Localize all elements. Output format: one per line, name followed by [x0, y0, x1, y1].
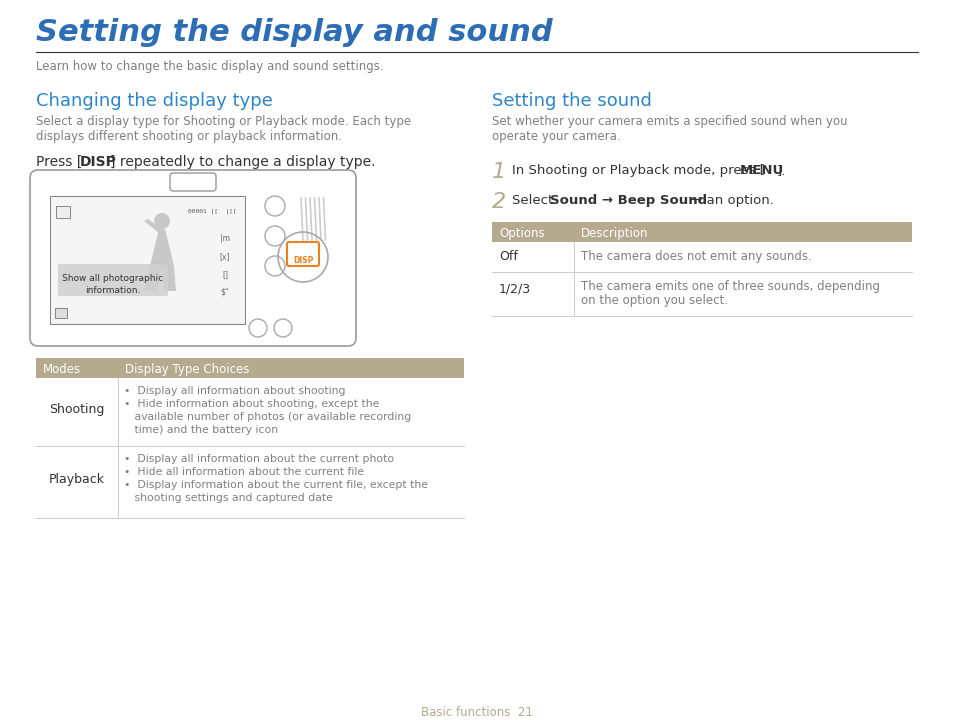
Text: Modes: Modes — [43, 363, 81, 376]
Text: MENU: MENU — [740, 164, 783, 177]
Text: Changing the display type: Changing the display type — [36, 92, 273, 110]
FancyBboxPatch shape — [170, 173, 215, 191]
Bar — [492, 242, 911, 272]
Text: Display Type Choices: Display Type Choices — [125, 363, 249, 376]
Text: •  Display information about the current file, except the: • Display information about the current … — [124, 480, 428, 490]
Text: The camera emits one of three sounds, depending: The camera emits one of three sounds, de… — [580, 280, 879, 293]
Text: The camera does not emit any sounds.: The camera does not emit any sounds. — [580, 250, 811, 263]
Text: •  Display all information about shooting: • Display all information about shooting — [124, 386, 345, 396]
Bar — [36, 446, 463, 518]
Text: information.: information. — [85, 286, 140, 295]
Text: Sound → Beep Sound: Sound → Beep Sound — [550, 194, 706, 207]
FancyBboxPatch shape — [287, 242, 318, 266]
Text: Shooting: Shooting — [50, 403, 105, 416]
Text: 1/2/3: 1/2/3 — [498, 282, 531, 295]
FancyBboxPatch shape — [30, 170, 355, 346]
Text: shooting settings and captured date: shooting settings and captured date — [124, 493, 333, 503]
Text: Off: Off — [498, 250, 517, 263]
Text: Learn how to change the basic display and sound settings.: Learn how to change the basic display an… — [36, 60, 383, 73]
Text: |m: |m — [220, 234, 230, 243]
Polygon shape — [162, 266, 175, 291]
Text: 00001 |[  |[[: 00001 |[ |[[ — [188, 209, 236, 215]
Text: ].: ]. — [776, 164, 785, 177]
Text: •  Hide information about shooting, except the: • Hide information about shooting, excep… — [124, 399, 379, 409]
Polygon shape — [144, 219, 163, 233]
Polygon shape — [150, 229, 173, 266]
Text: Basic functions  21: Basic functions 21 — [420, 706, 533, 719]
Text: Press [: Press [ — [36, 155, 82, 169]
Text: 1: 1 — [492, 162, 506, 182]
Text: Description: Description — [580, 227, 648, 240]
Bar — [492, 222, 911, 242]
Bar — [50, 196, 245, 324]
Text: •  Hide all information about the current file: • Hide all information about the current… — [124, 467, 364, 477]
Text: [x]: [x] — [219, 252, 230, 261]
Bar — [55, 308, 67, 318]
Text: Setting the display and sound: Setting the display and sound — [36, 18, 552, 47]
Text: 2: 2 — [492, 192, 506, 212]
Text: time) and the battery icon: time) and the battery icon — [124, 425, 278, 435]
Text: Playback: Playback — [49, 474, 105, 487]
Text: $": $" — [220, 288, 229, 297]
Text: Options: Options — [498, 227, 544, 240]
Text: operate your camera.: operate your camera. — [492, 130, 620, 143]
Text: → an option.: → an option. — [686, 194, 773, 207]
Text: Setting the sound: Setting the sound — [492, 92, 651, 110]
Text: Select: Select — [512, 194, 557, 207]
Bar — [36, 378, 463, 446]
Bar — [58, 264, 168, 296]
Bar — [56, 206, 70, 218]
Text: Set whether your camera emits a specified sound when you: Set whether your camera emits a specifie… — [492, 115, 846, 128]
Text: ] repeatedly to change a display type.: ] repeatedly to change a display type. — [110, 155, 375, 169]
Text: DISP: DISP — [293, 256, 313, 265]
Text: In Shooting or Playback mode, press [: In Shooting or Playback mode, press [ — [512, 164, 764, 177]
Text: []: [] — [222, 270, 228, 279]
Bar — [36, 358, 463, 378]
Text: available number of photos (or available recording: available number of photos (or available… — [124, 412, 411, 422]
Bar — [492, 272, 911, 316]
Circle shape — [153, 213, 170, 229]
Text: Select a display type for Shooting or Playback mode. Each type: Select a display type for Shooting or Pl… — [36, 115, 411, 128]
Text: on the option you select.: on the option you select. — [580, 294, 727, 307]
Text: •  Display all information about the current photo: • Display all information about the curr… — [124, 454, 394, 464]
Text: displays different shooting or playback information.: displays different shooting or playback … — [36, 130, 341, 143]
Text: DISP: DISP — [80, 155, 117, 169]
Text: Show all photographic: Show all photographic — [62, 274, 163, 283]
Polygon shape — [144, 266, 162, 291]
